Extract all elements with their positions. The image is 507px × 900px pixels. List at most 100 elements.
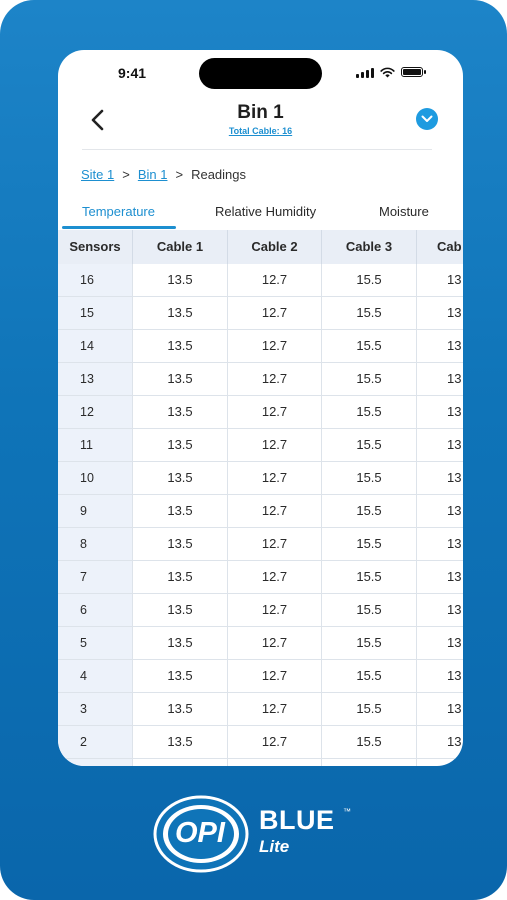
status-time: 9:41 xyxy=(118,65,147,81)
cable-2-cell: 12.7 xyxy=(228,693,322,725)
breadcrumb-bin-link[interactable]: Bin 1 xyxy=(137,167,168,182)
cable-1-cell: 13.5 xyxy=(133,462,228,494)
sensor-cell: 6 xyxy=(58,594,133,626)
cable-2-cell: 12.7 xyxy=(228,429,322,461)
tab-moisture[interactable]: Moisture xyxy=(379,204,429,219)
sensor-column-background xyxy=(58,264,133,766)
breadcrumb-separator: > xyxy=(175,167,184,182)
page-title: Bin 1 xyxy=(237,102,284,123)
phone-screen: 9:41 Bin 1 Total Cable: 16 xyxy=(58,50,463,766)
back-button[interactable] xyxy=(86,106,110,134)
cable-2-cell: 12.7 xyxy=(228,594,322,626)
sensor-cell: 12 xyxy=(58,396,133,428)
cable-2-cell: 12.7 xyxy=(228,330,322,362)
brand-name: BLUE xyxy=(259,805,335,835)
cable-1-cell: 13.5 xyxy=(133,693,228,725)
cable-2-cell: 12.7 xyxy=(228,759,322,766)
header-sensors: Sensors xyxy=(58,230,133,264)
table-row: 8 13.5 12.7 15.5 13 xyxy=(58,528,463,561)
sensor-cell: 7 xyxy=(58,561,133,593)
cable-4-cell: 13 xyxy=(417,363,463,395)
cable-3-cell: 15.5 xyxy=(322,495,417,527)
cable-3-cell: 15.5 xyxy=(322,462,417,494)
active-tab-indicator xyxy=(62,226,176,229)
table-row: 4 13.5 12.7 15.5 13 xyxy=(58,660,463,693)
cable-1-cell: 13.5 xyxy=(133,759,228,766)
breadcrumb-site-link[interactable]: Site 1 xyxy=(81,167,115,182)
sensor-cell: 3 xyxy=(58,693,133,725)
cable-4-cell: 13 xyxy=(417,330,463,362)
cable-1-cell: 13.5 xyxy=(133,396,228,428)
cable-2-cell: 12.7 xyxy=(228,297,322,329)
cable-1-cell: 13.5 xyxy=(133,528,228,560)
table-row: 3 13.5 12.7 15.5 13 xyxy=(58,693,463,726)
total-cable-link[interactable]: Total Cable: 16 xyxy=(228,126,293,136)
cable-4-cell: 13 xyxy=(417,627,463,659)
cable-1-cell: 13.5 xyxy=(133,726,228,758)
brand-logo-text: OPI xyxy=(175,817,225,849)
sensor-cell: 15 xyxy=(58,297,133,329)
cable-4-cell: 13 xyxy=(417,660,463,692)
brand-trademark: ™ xyxy=(343,807,351,816)
cable-4-cell xyxy=(417,759,463,766)
breadcrumb: Site 1 > Bin 1 > Readings xyxy=(81,167,246,182)
sensor-cell: 4 xyxy=(58,660,133,692)
cable-2-cell: 12.7 xyxy=(228,396,322,428)
cable-3-cell: 15.5 xyxy=(322,528,417,560)
readings-tabs: Temperature Relative Humidity Moisture xyxy=(58,202,463,230)
cable-4-cell: 13 xyxy=(417,297,463,329)
cable-1-cell: 13.5 xyxy=(133,264,228,296)
cable-1-cell: 13.5 xyxy=(133,660,228,692)
cable-3-cell: 15.5 xyxy=(322,396,417,428)
brand-logo: OPI BLUE ™ Lite xyxy=(153,795,363,875)
cable-3-cell: 15.5 xyxy=(322,297,417,329)
table-row: 13 13.5 12.7 15.5 13 xyxy=(58,363,463,396)
table-row: 13.512.715.5 xyxy=(58,759,463,766)
cable-4-cell: 13 xyxy=(417,264,463,296)
table-row: 15 13.5 12.7 15.5 13 xyxy=(58,297,463,330)
table-row: 5 13.5 12.7 15.5 13 xyxy=(58,627,463,660)
cable-3-cell: 15.5 xyxy=(322,726,417,758)
table-row: 16 13.5 12.7 15.5 13 xyxy=(58,264,463,297)
status-bar: 9:41 xyxy=(58,50,463,94)
header-divider xyxy=(82,149,432,150)
chevron-down-icon xyxy=(421,115,433,122)
cable-3-cell: 15.5 xyxy=(322,330,417,362)
cable-2-cell: 12.7 xyxy=(228,264,322,296)
sensor-cell: 11 xyxy=(58,429,133,461)
status-icons xyxy=(356,66,426,78)
header: Bin 1 Total Cable: 16 xyxy=(58,98,463,150)
sensor-cell xyxy=(58,759,133,766)
cable-4-cell: 13 xyxy=(417,693,463,725)
sensor-cell: 9 xyxy=(58,495,133,527)
cable-3-cell: 15.5 xyxy=(322,561,417,593)
tab-relative-humidity[interactable]: Relative Humidity xyxy=(215,204,317,219)
table-row: 10 13.5 12.7 15.5 13 xyxy=(58,462,463,495)
table-row: 11 13.5 12.7 15.5 13 xyxy=(58,429,463,462)
header-cable-4: Cab xyxy=(417,230,463,264)
cellular-signal-icon xyxy=(356,67,374,78)
readings-table[interactable]: Sensors Cable 1 Cable 2 Cable 3 Cab 16 13… xyxy=(58,230,463,766)
header-cable-1: Cable 1 xyxy=(133,230,228,264)
sensor-cell: 13 xyxy=(58,363,133,395)
cable-2-cell: 12.7 xyxy=(228,660,322,692)
cable-3-cell: 15.5 xyxy=(322,759,417,766)
sensor-cell: 8 xyxy=(58,528,133,560)
sensor-cell: 2 xyxy=(58,726,133,758)
table-row: 6 13.5 12.7 15.5 13 xyxy=(58,594,463,627)
cable-3-cell: 15.5 xyxy=(322,693,417,725)
cable-4-cell: 13 xyxy=(417,726,463,758)
cable-1-cell: 13.5 xyxy=(133,627,228,659)
breadcrumb-current: Readings xyxy=(191,167,247,182)
options-dropdown-button[interactable] xyxy=(416,108,438,130)
table-row: 12 13.5 12.7 15.5 13 xyxy=(58,396,463,429)
cable-4-cell: 13 xyxy=(417,495,463,527)
cable-2-cell: 12.7 xyxy=(228,528,322,560)
cable-3-cell: 15.5 xyxy=(322,429,417,461)
table-header-row: Sensors Cable 1 Cable 2 Cable 3 Cab xyxy=(58,230,463,264)
cable-3-cell: 15.5 xyxy=(322,363,417,395)
battery-icon xyxy=(401,67,426,77)
tab-temperature[interactable]: Temperature xyxy=(82,204,155,219)
sensor-cell: 16 xyxy=(58,264,133,296)
opi-logo-icon xyxy=(153,795,249,873)
